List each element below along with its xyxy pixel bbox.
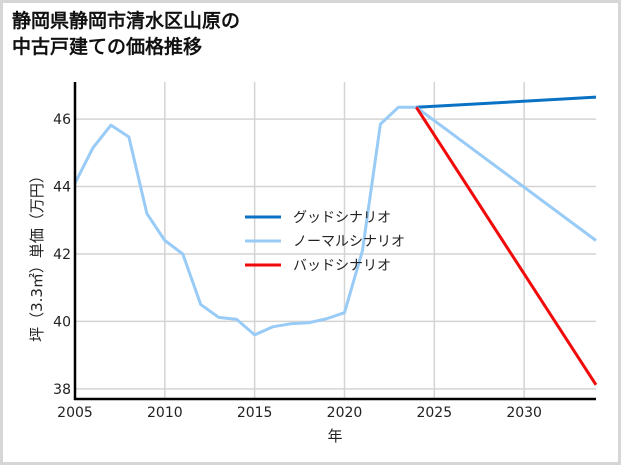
y-tick-label: 46 <box>53 112 71 128</box>
series-line-1 <box>415 106 597 242</box>
legend-label: バッドシナリオ <box>293 258 391 274</box>
data-lines <box>73 95 598 386</box>
y-tick-label: 38 <box>53 382 71 398</box>
x-tick-label: 2010 <box>147 405 183 421</box>
grid-lines <box>75 82 596 399</box>
y-tick-label: 42 <box>53 247 71 263</box>
x-tick-label: 2030 <box>506 405 542 421</box>
y-tick-label: 40 <box>53 314 71 330</box>
series-line-0 <box>416 95 597 109</box>
y-axis-label: 坪（3.3㎡）単価（万円） <box>28 168 46 342</box>
chart-title: 静岡県静岡市清水区山原の 中古戸建ての価格推移 <box>12 10 241 58</box>
legend-label: ノーマルシナリオ <box>293 234 405 250</box>
tick-labels: 2005 2010 2015 2020 2025 2030 38 40 42 44 46 <box>53 112 542 421</box>
historical-line <box>73 105 417 337</box>
x-tick-label: 2005 <box>57 405 93 421</box>
x-tick-label: 2020 <box>327 405 363 421</box>
axes <box>73 82 596 401</box>
x-tick-label: 2025 <box>416 405 452 421</box>
series-line-2 <box>415 106 598 386</box>
y-tick-label: 44 <box>53 180 71 196</box>
legend-label: グッドシナリオ <box>293 210 391 226</box>
x-axis-label: 年 <box>327 427 342 445</box>
x-tick-label: 2015 <box>237 405 273 421</box>
